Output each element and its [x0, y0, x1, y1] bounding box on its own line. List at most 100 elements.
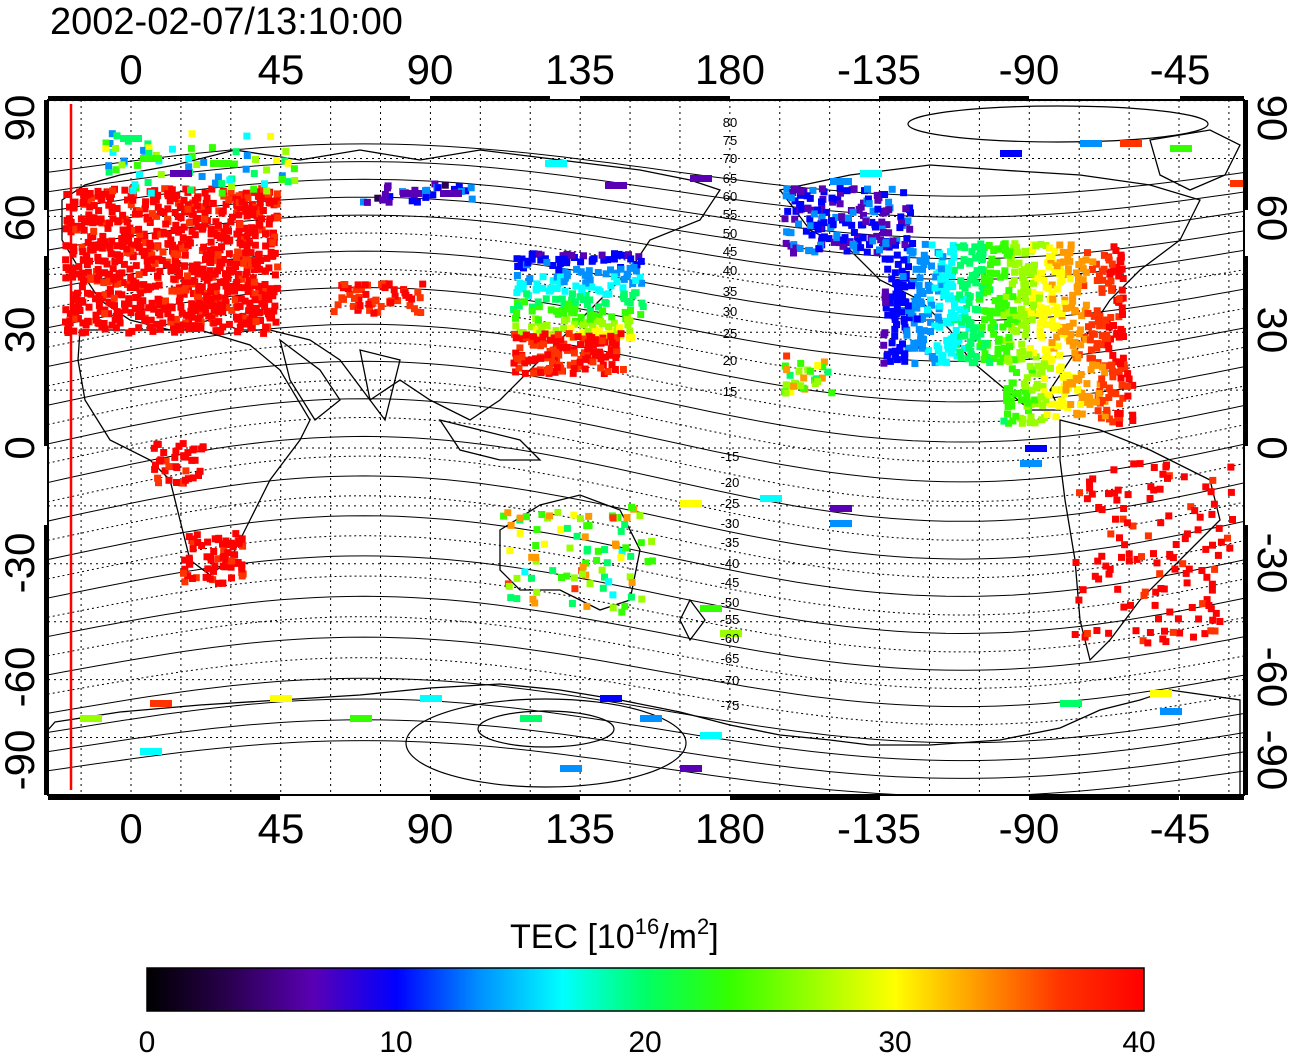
top-tick-2: 90: [407, 46, 454, 93]
tec-data-point: [1081, 633, 1089, 641]
tec-data-point: [259, 293, 267, 301]
tec-data-point: [256, 188, 263, 196]
tec-data-point: [119, 211, 127, 219]
tec-data-point: [912, 265, 920, 273]
tec-data-point: [986, 314, 994, 321]
tec-data-point: [973, 333, 981, 341]
tec-data-point: [1164, 474, 1171, 482]
tec-data-point: [170, 250, 178, 258]
tec-data-point: [627, 255, 635, 263]
tec-data-point: [119, 279, 127, 287]
tec-data-point: [563, 343, 571, 351]
tec-data-point: [1084, 249, 1091, 257]
tec-data-point: [410, 305, 418, 313]
tec-data-point: [567, 324, 575, 332]
tec-data-point: [891, 269, 899, 277]
tec-data-point: [1214, 551, 1222, 559]
tec-data-point: [80, 715, 102, 722]
tec-data-point: [579, 329, 587, 337]
tec-data-point: [130, 283, 138, 291]
tec-data-point: [944, 342, 952, 349]
tec-data-point: [546, 336, 554, 344]
tec-data-point: [1055, 402, 1063, 410]
tec-data-point: [232, 263, 240, 270]
tec-data-point: [529, 595, 537, 603]
tec-data-point: [519, 285, 527, 293]
tec-data-point: [468, 195, 476, 203]
tec-data-point: [116, 257, 123, 264]
tec-data-point: [1116, 400, 1124, 408]
tec-data-point: [250, 278, 258, 286]
tec-data-point: [845, 239, 853, 247]
frame-tick-bar: [130, 795, 280, 800]
tec-data-point: [980, 278, 988, 286]
tec-data-point: [1093, 277, 1101, 284]
tec-data-point: [627, 593, 635, 601]
contour-label: -20: [721, 475, 740, 490]
bottom-tick-2: 90: [407, 805, 454, 852]
tec-data-point: [1104, 339, 1112, 347]
tec-data-point: [593, 331, 601, 339]
tec-data-point: [1008, 365, 1016, 373]
tec-data-point: [188, 305, 196, 312]
tec-data-point: [62, 318, 69, 326]
tec-data-point: [552, 327, 560, 335]
tec-data-point: [600, 370, 608, 377]
tec-data-point: [613, 269, 621, 277]
top-tick-1: 45: [258, 46, 305, 93]
tec-data-point: [255, 283, 263, 291]
tec-data-point: [242, 207, 250, 215]
tec-data-point: [510, 359, 518, 367]
tec-data-point: [987, 324, 995, 332]
tec-data-point: [155, 301, 163, 309]
bottom-tick-7: -45: [1150, 805, 1211, 852]
tec-data-point: [1075, 330, 1083, 338]
tec-data-point: [1115, 419, 1123, 427]
tec-data-point: [262, 242, 270, 250]
tec-data-point: [180, 196, 188, 204]
tec-data-point: [585, 512, 593, 520]
tec-data-point: [854, 237, 862, 245]
tec-data-point: [246, 316, 254, 324]
tec-data-point: [1113, 496, 1121, 504]
tec-data-point: [211, 535, 219, 543]
tec-data-point: [554, 331, 562, 339]
tec-data-point: [579, 321, 586, 329]
tec-data-point: [182, 467, 190, 475]
tec-data-point: [241, 236, 248, 244]
tec-data-point: [1086, 354, 1094, 362]
tec-data-point: [334, 301, 342, 309]
tec-data-point: [1062, 324, 1070, 331]
coastline-shape: [778, 164, 1201, 411]
tec-data-point: [196, 311, 204, 319]
tec-data-point: [202, 199, 210, 207]
tec-data-point: [530, 341, 538, 349]
tec-data-point: [791, 215, 799, 223]
tec-data-point: [106, 140, 114, 147]
frame-tick-bar: [44, 256, 48, 446]
tec-data-point: [291, 177, 299, 184]
frame-ticks: [44, 96, 1248, 800]
frame-tick-bar: [44, 100, 48, 210]
tec-data-point: [227, 218, 235, 226]
tec-data-point: [224, 541, 232, 549]
tec-data-point: [266, 215, 274, 223]
tec-data-point: [260, 180, 268, 188]
tec-data-point: [154, 272, 161, 280]
tec-data-point: [62, 274, 70, 282]
tec-data-point: [1038, 333, 1046, 341]
tec-data-point: [194, 223, 202, 231]
tec-data-point: [1078, 312, 1086, 320]
tec-data-point: [795, 220, 802, 228]
tec-data-point: [189, 540, 197, 548]
tec-data-point: [535, 303, 543, 311]
tec-data-point: [906, 247, 914, 255]
tec-data-point: [1073, 411, 1081, 419]
tec-data-point: [899, 291, 906, 299]
tec-data-point: [818, 213, 826, 221]
tec-data-point: [222, 223, 230, 231]
tec-data-point: [1211, 565, 1219, 573]
tec-data-point: [87, 233, 95, 241]
tec-data-point: [95, 207, 103, 215]
tec-data-point: [931, 359, 939, 367]
